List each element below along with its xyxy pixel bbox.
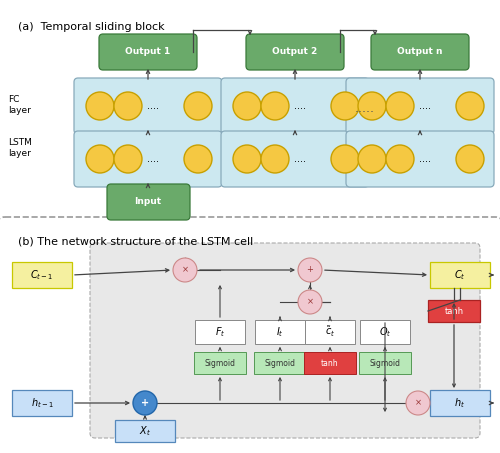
Circle shape bbox=[386, 92, 414, 120]
Text: $X_t$: $X_t$ bbox=[139, 424, 151, 438]
Circle shape bbox=[233, 92, 261, 120]
Text: $h_{t-1}$: $h_{t-1}$ bbox=[30, 396, 54, 410]
Circle shape bbox=[386, 145, 414, 173]
Text: ....: .... bbox=[147, 101, 159, 111]
Circle shape bbox=[114, 145, 142, 173]
Circle shape bbox=[86, 145, 114, 173]
Text: ....: .... bbox=[419, 101, 431, 111]
Circle shape bbox=[406, 391, 430, 415]
Text: $\tilde{c}_t$: $\tilde{c}_t$ bbox=[325, 325, 335, 339]
Text: +: + bbox=[306, 265, 314, 275]
Circle shape bbox=[184, 92, 212, 120]
FancyBboxPatch shape bbox=[346, 78, 494, 134]
Circle shape bbox=[233, 145, 261, 173]
Text: +: + bbox=[141, 398, 149, 408]
Bar bbox=[305, 320, 355, 344]
Text: FC
layer: FC layer bbox=[8, 95, 31, 115]
FancyBboxPatch shape bbox=[74, 78, 222, 134]
Text: $O_t$: $O_t$ bbox=[378, 325, 392, 339]
Text: Output n: Output n bbox=[397, 48, 443, 57]
Text: $F_t$: $F_t$ bbox=[215, 325, 225, 339]
FancyBboxPatch shape bbox=[371, 34, 469, 70]
Circle shape bbox=[331, 92, 359, 120]
Bar bbox=[255, 320, 305, 344]
Text: ×: × bbox=[414, 399, 422, 408]
Circle shape bbox=[173, 258, 197, 282]
Text: tanh: tanh bbox=[444, 307, 464, 315]
FancyBboxPatch shape bbox=[107, 184, 190, 220]
Circle shape bbox=[184, 145, 212, 173]
Text: Sigmoid: Sigmoid bbox=[264, 358, 296, 367]
Circle shape bbox=[331, 145, 359, 173]
Text: ....: .... bbox=[294, 154, 306, 164]
FancyBboxPatch shape bbox=[346, 131, 494, 187]
Bar bbox=[428, 300, 480, 322]
Text: ....: .... bbox=[147, 154, 159, 164]
Circle shape bbox=[456, 145, 484, 173]
Bar bbox=[430, 262, 490, 288]
Text: LSTM
layer: LSTM layer bbox=[8, 138, 32, 158]
FancyBboxPatch shape bbox=[74, 131, 222, 187]
Text: (a)  Temporal sliding block: (a) Temporal sliding block bbox=[18, 22, 165, 32]
Text: $I_t$: $I_t$ bbox=[276, 325, 284, 339]
Bar bbox=[115, 420, 175, 442]
Circle shape bbox=[261, 145, 289, 173]
Circle shape bbox=[114, 92, 142, 120]
Circle shape bbox=[298, 258, 322, 282]
Text: Sigmoid: Sigmoid bbox=[370, 358, 400, 367]
Text: Output 1: Output 1 bbox=[126, 48, 170, 57]
FancyBboxPatch shape bbox=[0, 0, 500, 223]
Text: $C_{t-1}$: $C_{t-1}$ bbox=[30, 268, 54, 282]
Text: $C_t$: $C_t$ bbox=[454, 268, 466, 282]
Text: ×: × bbox=[306, 298, 314, 307]
Text: ....: .... bbox=[294, 101, 306, 111]
Bar bbox=[304, 352, 356, 374]
Circle shape bbox=[133, 391, 157, 415]
Text: Output 2: Output 2 bbox=[272, 48, 318, 57]
Circle shape bbox=[456, 92, 484, 120]
Text: (b) The network structure of the LSTM cell: (b) The network structure of the LSTM ce… bbox=[18, 237, 254, 247]
Circle shape bbox=[358, 145, 386, 173]
Bar bbox=[194, 352, 246, 374]
Text: $h_t$: $h_t$ bbox=[454, 396, 466, 410]
Bar bbox=[12, 390, 72, 416]
Text: .....: ..... bbox=[355, 101, 375, 115]
Circle shape bbox=[261, 92, 289, 120]
FancyBboxPatch shape bbox=[221, 78, 369, 134]
Bar bbox=[195, 320, 245, 344]
Bar bbox=[254, 352, 306, 374]
Bar bbox=[359, 352, 411, 374]
FancyBboxPatch shape bbox=[221, 131, 369, 187]
FancyBboxPatch shape bbox=[90, 243, 480, 438]
Text: Input: Input bbox=[134, 198, 162, 207]
FancyBboxPatch shape bbox=[246, 34, 344, 70]
Text: ....: .... bbox=[419, 154, 431, 164]
FancyBboxPatch shape bbox=[99, 34, 197, 70]
Circle shape bbox=[298, 290, 322, 314]
Bar bbox=[360, 320, 410, 344]
Text: ×: × bbox=[182, 265, 188, 275]
Bar bbox=[12, 262, 72, 288]
Text: tanh: tanh bbox=[321, 358, 339, 367]
Bar bbox=[430, 390, 490, 416]
Text: Sigmoid: Sigmoid bbox=[204, 358, 236, 367]
Circle shape bbox=[86, 92, 114, 120]
FancyBboxPatch shape bbox=[0, 217, 500, 453]
Circle shape bbox=[358, 92, 386, 120]
